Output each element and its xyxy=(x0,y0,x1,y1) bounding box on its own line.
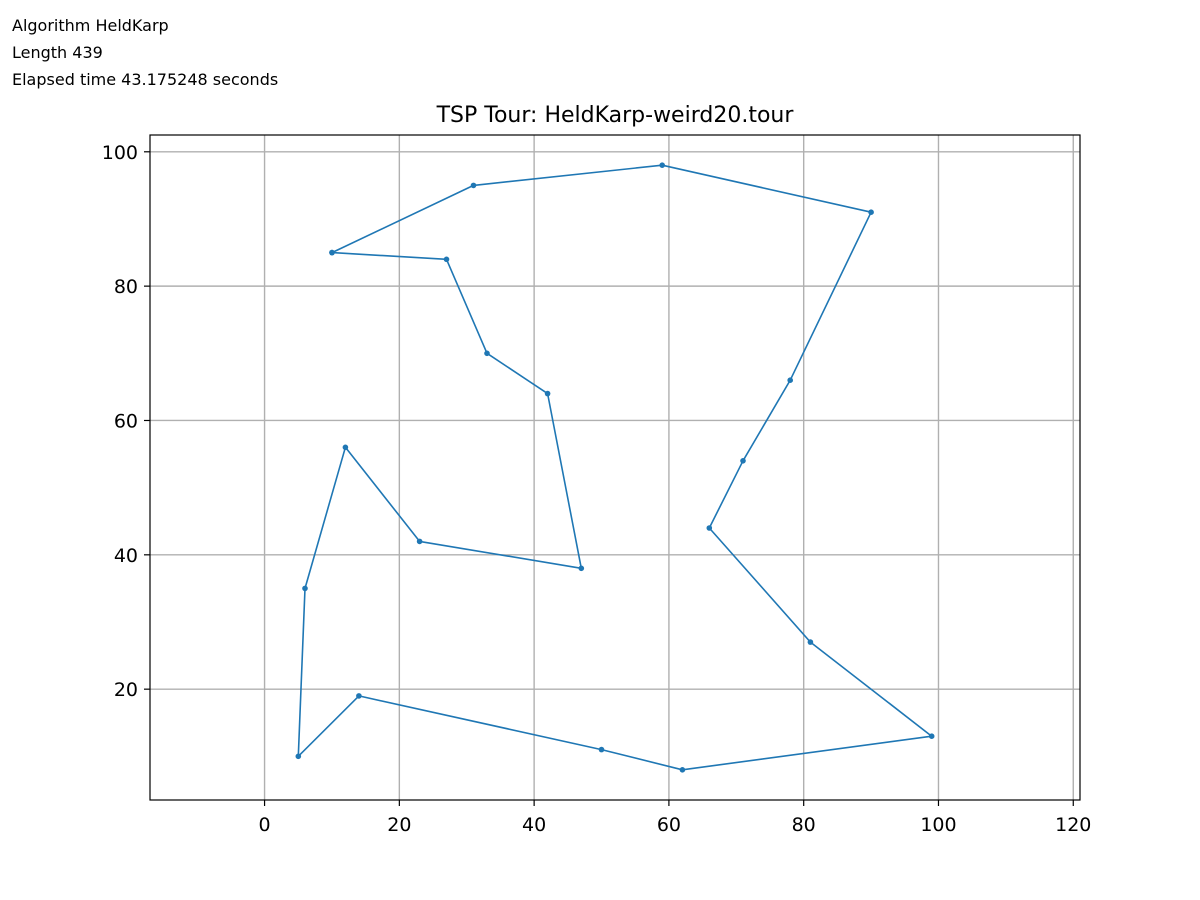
algorithm-label: Algorithm HeldKarp xyxy=(12,16,169,35)
axis-ticks: 0 20 40 60 80 100 120 20 40 60 80 100 xyxy=(102,142,1092,836)
city-point xyxy=(484,350,490,357)
city-point xyxy=(295,753,302,760)
x-tick-label: 20 xyxy=(387,814,411,836)
city-point xyxy=(342,444,349,451)
y-tick-label: 40 xyxy=(114,545,138,567)
city-point xyxy=(416,538,423,545)
tour-path xyxy=(297,164,933,771)
tour-series xyxy=(295,162,935,773)
city-point xyxy=(598,746,605,753)
city-point xyxy=(740,458,746,464)
city-point xyxy=(302,585,308,592)
city-point xyxy=(329,249,335,256)
elapsed-time-label: Elapsed time 43.175248 seconds xyxy=(12,70,279,89)
city-point xyxy=(706,525,713,531)
grid xyxy=(150,135,1080,800)
y-tick-label: 80 xyxy=(114,276,138,298)
x-tick-label: 60 xyxy=(657,814,681,836)
city-point xyxy=(868,209,874,215)
tour-length-label: Length 439 xyxy=(12,43,103,62)
chart-title: TSP Tour: HeldKarp-weird20.tour xyxy=(436,103,795,128)
y-tick-label: 60 xyxy=(114,410,138,432)
city-point xyxy=(470,182,477,189)
city-point xyxy=(356,693,362,699)
city-point xyxy=(659,162,665,168)
x-tick-label: 0 xyxy=(259,814,271,836)
y-tick-label: 100 xyxy=(102,142,138,164)
y-tick-label: 20 xyxy=(114,679,138,701)
city-point xyxy=(679,767,686,773)
plot-frame xyxy=(149,134,1081,801)
x-tick-label: 120 xyxy=(1055,814,1091,836)
city-point xyxy=(443,256,450,263)
city-point xyxy=(807,639,814,645)
city-point xyxy=(578,565,585,572)
city-point xyxy=(544,390,551,397)
x-tick-label: 80 xyxy=(792,814,816,836)
city-point xyxy=(928,733,935,739)
x-tick-label: 100 xyxy=(920,814,956,836)
x-tick-label: 40 xyxy=(522,814,546,836)
city-point xyxy=(787,377,793,384)
